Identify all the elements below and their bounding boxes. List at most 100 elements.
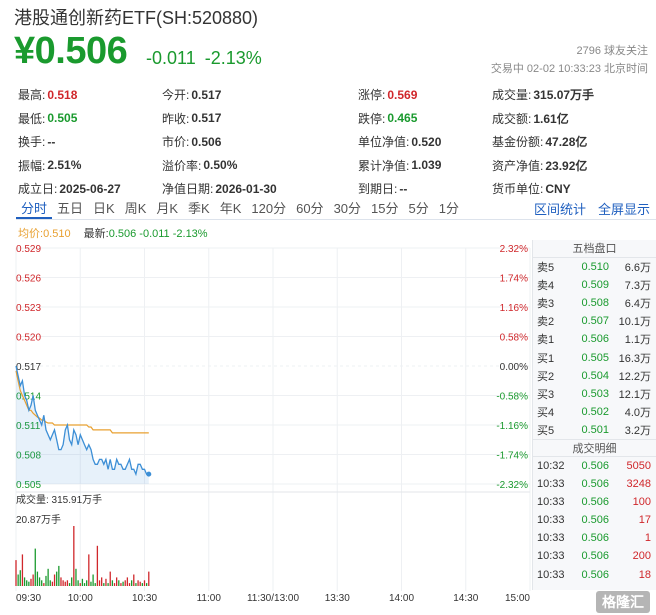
- time-axis-label: 10:00: [68, 593, 93, 604]
- order-book-price: 0.504: [581, 369, 609, 382]
- tick-time: 10:33: [537, 496, 565, 509]
- stats-grid: 最高: 0.518 今开: 0.517 涨停: 0.569 成交量: 315.07万手 最低: 0…: [18, 83, 648, 201]
- tab-9[interactable]: 30分: [333, 200, 362, 216]
- tick-time: 10:33: [537, 478, 565, 491]
- chart-legend: 均价:0.510 最新:0.506 -0.011 -2.13%: [18, 225, 208, 241]
- time-axis-label: 10:30: [132, 593, 157, 604]
- stat-value: 0.517: [191, 87, 222, 102]
- fullscreen-link[interactable]: 全屏显示: [597, 202, 650, 217]
- time-axis-label: 11:00: [197, 593, 222, 604]
- order-book-name: 买1: [537, 352, 555, 365]
- tab-6[interactable]: 年K: [219, 200, 242, 216]
- tab-10[interactable]: 15分: [371, 200, 399, 216]
- stat-item: 跌停: 0.465: [358, 110, 492, 127]
- stat-label: 到期日:: [358, 182, 398, 197]
- order-book-vol: 3.2万: [624, 424, 651, 437]
- order-book-name: 卖1: [537, 334, 555, 347]
- order-book: 卖5 0.510 6.6万 卖4 0.509 7.3万 卖3 0.508 6.4万 卖2 0.507…: [533, 258, 656, 439]
- pct-axis-label: 0.58%: [500, 333, 528, 344]
- order-book-vol: 6.6万: [624, 262, 651, 275]
- tick-price: 0.506: [581, 478, 609, 491]
- range-stats-link[interactable]: 区间统计: [533, 202, 586, 217]
- trade-status: 交易中 02-02 10:33:23 北京时间: [490, 63, 648, 75]
- stat-value: 0.517: [191, 111, 222, 126]
- order-book-vol: 6.4万: [624, 298, 651, 311]
- order-book-price: 0.506: [581, 333, 609, 346]
- order-book-vol: 4.0万: [624, 406, 651, 419]
- stat-value: 0.50%: [203, 158, 238, 173]
- tick-price: 0.506: [581, 568, 609, 581]
- pct-axis-label: -1.74%: [496, 451, 528, 462]
- tick-time: 10:33: [537, 514, 565, 527]
- price-axis-label: 0.517: [16, 362, 41, 373]
- tab-11[interactable]: 5分: [408, 200, 429, 216]
- stat-item: 溢价率: 0.50%: [162, 157, 358, 174]
- tab-12[interactable]: 1分: [438, 200, 459, 216]
- time-axis-label: 14:30: [453, 593, 478, 604]
- stat-label: 昨收:: [162, 111, 190, 126]
- tab-8[interactable]: 60分: [296, 200, 324, 216]
- stat-label: 最高:: [18, 88, 46, 103]
- period-tabs: 分时 五日 日K 周K 月K 季K 年K 120分 60分 30分 15分 5分 1分 区间统计 全屏显示: [16, 198, 656, 220]
- stat-label: 资产净值:: [492, 158, 544, 173]
- tab-2[interactable]: 日K: [93, 200, 115, 216]
- stat-item: 成交量: 315.07万手: [492, 86, 648, 103]
- price-line: [15, 365, 149, 477]
- order-book-vol: 16.3万: [618, 352, 651, 365]
- stat-item: 振幅: 2.51%: [18, 157, 162, 174]
- time-axis-label: 09:30: [16, 593, 41, 604]
- stat-value: 47.28亿: [545, 135, 588, 150]
- order-book-row: 买2 0.504 12.2万: [533, 367, 656, 385]
- tab-4[interactable]: 月K: [156, 200, 179, 216]
- price-axis-label: 0.505: [16, 480, 41, 491]
- price-axis-label: 0.523: [16, 303, 41, 314]
- stat-value: CNY: [545, 181, 571, 196]
- tab-3[interactable]: 周K: [124, 200, 147, 216]
- price-change-pct: -2.13%: [204, 48, 262, 68]
- intraday-chart[interactable]: 0.529 2.32% 0.526 1.74% 0.523 1.16% 0.520 0.58%…: [0, 236, 532, 615]
- stat-item: 基金份额: 47.28亿: [492, 133, 648, 150]
- stat-label: 最低:: [18, 111, 46, 126]
- tick-vol: 1: [644, 532, 651, 545]
- price-axis-label: 0.511: [16, 421, 41, 432]
- tick-time: 10:33: [537, 532, 565, 545]
- stats-row: 振幅: 2.51% 溢价率: 0.50% 累计净值: 1.039 资产净值: 23.92亿: [18, 154, 648, 178]
- tick-row: 10:33 0.506 17: [533, 511, 656, 529]
- stats-row: 最低: 0.505 昨收: 0.517 跌停: 0.465 成交额: 1.61亿: [18, 107, 648, 131]
- tab-7[interactable]: 120分: [251, 200, 287, 216]
- tab-1[interactable]: 五日: [57, 200, 84, 216]
- order-book-name: 卖5: [537, 262, 555, 275]
- order-book-name: 买5: [537, 424, 555, 437]
- stat-item: 资产净值: 23.92亿: [492, 157, 648, 174]
- watermark-logo: 格隆汇: [596, 591, 650, 613]
- stat-label: 成交量:: [492, 88, 532, 103]
- stat-label: 溢价率:: [162, 158, 202, 173]
- pct-axis-label: 2.32%: [500, 244, 528, 255]
- tick-vol: 200: [632, 550, 651, 563]
- price-change-value: -0.011: [146, 48, 196, 68]
- pct-axis-label: 1.74%: [500, 274, 528, 285]
- price-axis-label: 0.514: [16, 392, 41, 403]
- order-book-vol: 10.1万: [618, 316, 651, 329]
- stat-label: 今开:: [162, 88, 190, 103]
- order-book-vol: 7.3万: [624, 280, 651, 293]
- tick-vol: 18: [638, 568, 651, 581]
- volume-total-label: 成交量: 315.91万手: [16, 493, 102, 506]
- stat-label: 货币单位:: [492, 182, 544, 197]
- stat-value: 315.07万手: [533, 88, 595, 103]
- stat-label: 基金份额:: [492, 135, 544, 150]
- stat-value: 2025-06-27: [59, 181, 121, 196]
- ticks-title: 成交明细: [533, 438, 656, 457]
- pct-axis-label: -0.58%: [496, 392, 528, 403]
- tab-5[interactable]: 季K: [188, 200, 210, 216]
- order-book-price: 0.505: [581, 351, 609, 364]
- order-book-price: 0.503: [581, 387, 609, 400]
- order-book-price: 0.510: [581, 261, 609, 274]
- stat-value: 0.569: [387, 87, 418, 102]
- follower-count[interactable]: 2796 球友关注: [576, 45, 648, 57]
- tick-time: 10:33: [537, 550, 565, 563]
- stat-item: 成立日: 2025-06-27: [18, 180, 162, 197]
- tab-0[interactable]: 分时: [16, 199, 53, 219]
- current-price: ¥0.506: [14, 30, 128, 72]
- stat-item: 净值日期: 2026-01-30: [162, 180, 358, 197]
